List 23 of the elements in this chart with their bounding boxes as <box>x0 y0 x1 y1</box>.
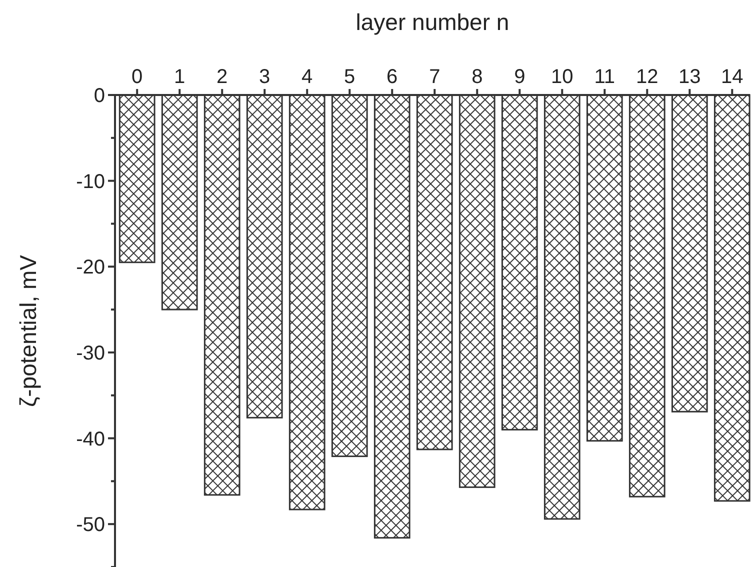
x-tick-label: 3 <box>259 66 270 88</box>
y-tick-label: -20 <box>76 256 105 279</box>
x-tick-label: 2 <box>216 66 228 88</box>
x-tick-label: 4 <box>302 66 313 88</box>
x-tick-label: 0 <box>132 66 143 88</box>
y-tick-label: 0 <box>94 85 105 107</box>
x-tick-label: 13 <box>678 66 701 88</box>
y-tick-label: -30 <box>76 342 105 364</box>
y-tick-label: -40 <box>76 428 105 450</box>
x-tick-label: 6 <box>386 66 398 88</box>
x-axis-title: layer number n <box>356 9 510 35</box>
x-tick-label: 7 <box>429 66 440 88</box>
y-axis-title: ζ-potential, mV <box>15 254 41 408</box>
x-tick-label: 1 <box>174 66 186 88</box>
y-tick-label: -50 <box>76 514 105 536</box>
y-tick-label: -10 <box>76 170 105 193</box>
x-tick-label: 14 <box>721 66 744 88</box>
x-tick-label: 12 <box>636 66 658 88</box>
x-tick-label: 5 <box>344 66 356 88</box>
x-tick-label: 8 <box>472 66 483 88</box>
x-tick-label: 10 <box>551 66 574 88</box>
x-tick-label: 9 <box>514 66 526 88</box>
x-tick-label: 11 <box>594 66 616 88</box>
